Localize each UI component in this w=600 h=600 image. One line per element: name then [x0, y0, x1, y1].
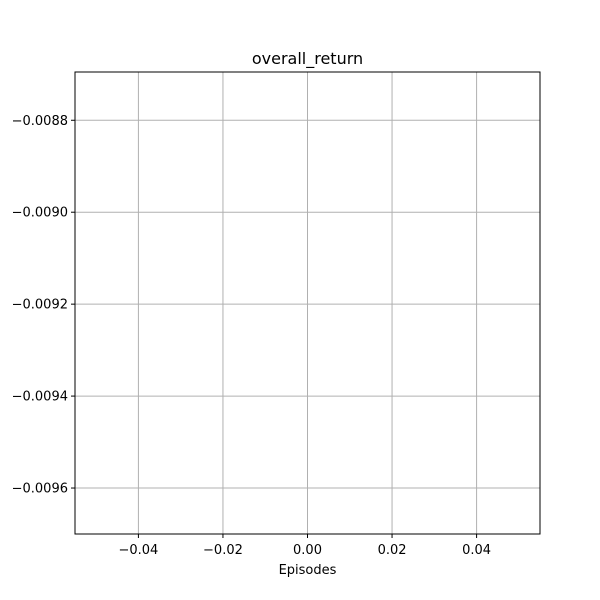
- x-axis-ticks: −0.04 −0.02 0.00 0.02 0.04: [118, 534, 491, 558]
- y-tick-label: −0.0096: [12, 482, 68, 497]
- x-axis-title: Episodes: [279, 563, 337, 578]
- x-tick-label: 0.04: [462, 543, 491, 558]
- x-tick-label: −0.04: [118, 543, 158, 558]
- x-tick-label: 0.00: [293, 543, 322, 558]
- y-tick-label: −0.0090: [12, 206, 68, 221]
- chart-title: overall_return: [252, 49, 363, 69]
- y-gridlines: [75, 119, 540, 489]
- x-gridlines: [137, 72, 478, 534]
- x-tick-label: 0.02: [378, 543, 407, 558]
- y-tick-label: −0.0092: [12, 298, 68, 313]
- x-tick-label: −0.02: [203, 543, 243, 558]
- y-tick-label: −0.0094: [12, 390, 68, 405]
- y-axis-ticks: −0.0088 −0.0090 −0.0092 −0.0094 −0.0096: [12, 114, 75, 497]
- y-tick-label: −0.0088: [12, 114, 68, 129]
